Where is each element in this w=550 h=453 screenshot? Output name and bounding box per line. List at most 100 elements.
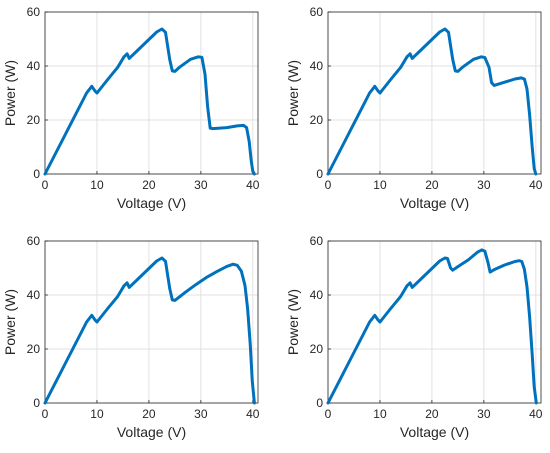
data-point <box>251 170 255 173</box>
y-axis-label: Power (W) <box>285 289 301 355</box>
axes-box <box>44 240 259 404</box>
x-tick-label: 20 <box>425 178 439 192</box>
x-tick-label: 0 <box>42 178 49 192</box>
data-point <box>122 284 126 288</box>
data-point <box>160 27 164 31</box>
data-point <box>488 270 492 274</box>
y-tick-label: 0 <box>316 167 323 181</box>
y-tick-label: 40 <box>27 59 41 73</box>
y-tick-label: 0 <box>33 396 40 410</box>
data-point <box>116 66 119 69</box>
data-point <box>493 84 496 87</box>
data-point <box>467 258 470 262</box>
y-tick-label: 20 <box>27 113 41 127</box>
data-point <box>127 57 131 60</box>
data-point <box>215 270 218 273</box>
data-point <box>326 401 330 405</box>
x-tick-label: 10 <box>373 178 387 192</box>
data-point <box>168 58 171 61</box>
data-point <box>206 105 209 108</box>
data-point <box>533 385 536 388</box>
data-point <box>399 295 402 298</box>
x-tick-label: 10 <box>90 407 104 421</box>
data-point <box>173 70 177 73</box>
data-point <box>250 159 253 162</box>
x-tick-label: 40 <box>529 407 543 421</box>
x-tick-label: 10 <box>90 178 104 192</box>
data-point <box>480 248 483 252</box>
data-point <box>155 30 158 34</box>
chart-panel-4: 0 10 20 30 40 0 20 40 60 Voltage (V) Power (W) <box>285 234 543 440</box>
x-tick-label: 30 <box>477 407 491 421</box>
data-point <box>513 77 517 81</box>
data-point <box>486 261 490 264</box>
data-point <box>483 56 487 59</box>
axes-box <box>327 240 542 404</box>
data-point <box>127 286 131 289</box>
data-point <box>513 260 517 263</box>
data-point <box>378 320 382 324</box>
y-tick-label: 20 <box>310 342 324 356</box>
data-point <box>525 285 529 289</box>
y-tick-label: 40 <box>310 288 324 302</box>
x-tick-label: 20 <box>142 178 156 192</box>
data-point <box>408 281 412 285</box>
data-point <box>517 259 521 262</box>
data-point <box>533 167 536 170</box>
data-point <box>446 257 449 260</box>
data-point <box>530 145 534 149</box>
data-point <box>251 380 254 383</box>
y-tick-label: 0 <box>316 396 323 410</box>
data-point <box>443 27 447 31</box>
data-point <box>451 268 454 272</box>
data-point <box>528 113 531 116</box>
data-point <box>95 91 99 95</box>
x-axis-label: Voltage (V) <box>117 424 186 440</box>
data-point <box>247 140 251 143</box>
data-point <box>373 314 376 317</box>
data-point <box>461 65 465 69</box>
data-point <box>438 30 441 34</box>
y-tick-label: 60 <box>27 234 41 248</box>
data-point <box>410 286 414 289</box>
y-tick-label: 20 <box>27 342 41 356</box>
data-point <box>476 250 479 254</box>
x-axis-label: Voltage (V) <box>117 195 186 211</box>
y-tick-label: 20 <box>310 113 324 127</box>
data-point <box>243 284 247 287</box>
x-tick-label: 40 <box>246 178 260 192</box>
data-point <box>405 284 409 288</box>
data-point <box>236 124 239 128</box>
x-axis-label: Voltage (V) <box>400 195 469 211</box>
data-point <box>535 401 538 405</box>
data-point <box>200 56 204 59</box>
data-point <box>530 353 534 356</box>
data-point <box>347 361 350 364</box>
data-point <box>171 69 174 73</box>
data-point <box>456 70 460 73</box>
data-point <box>480 55 483 59</box>
data-point <box>246 307 249 310</box>
y-tick-label: 40 <box>310 59 324 73</box>
data-point <box>43 401 47 405</box>
data-point <box>376 318 380 322</box>
data-point <box>451 58 454 61</box>
data-point <box>326 172 330 176</box>
y-tick-label: 40 <box>27 288 41 302</box>
data-point <box>483 250 487 253</box>
data-point <box>137 277 140 280</box>
data-point <box>178 65 182 69</box>
data-point <box>64 361 67 364</box>
data-point <box>125 281 129 285</box>
data-point <box>249 342 252 345</box>
data-point <box>399 66 402 69</box>
data-point <box>225 126 229 129</box>
data-point <box>93 89 97 93</box>
y-tick-label: 0 <box>33 167 40 181</box>
data-point <box>410 57 414 60</box>
x-tick-label: 10 <box>373 407 387 421</box>
data-point <box>93 318 97 322</box>
data-point <box>487 66 491 69</box>
power-curve-line <box>326 248 538 405</box>
data-point <box>503 263 506 267</box>
